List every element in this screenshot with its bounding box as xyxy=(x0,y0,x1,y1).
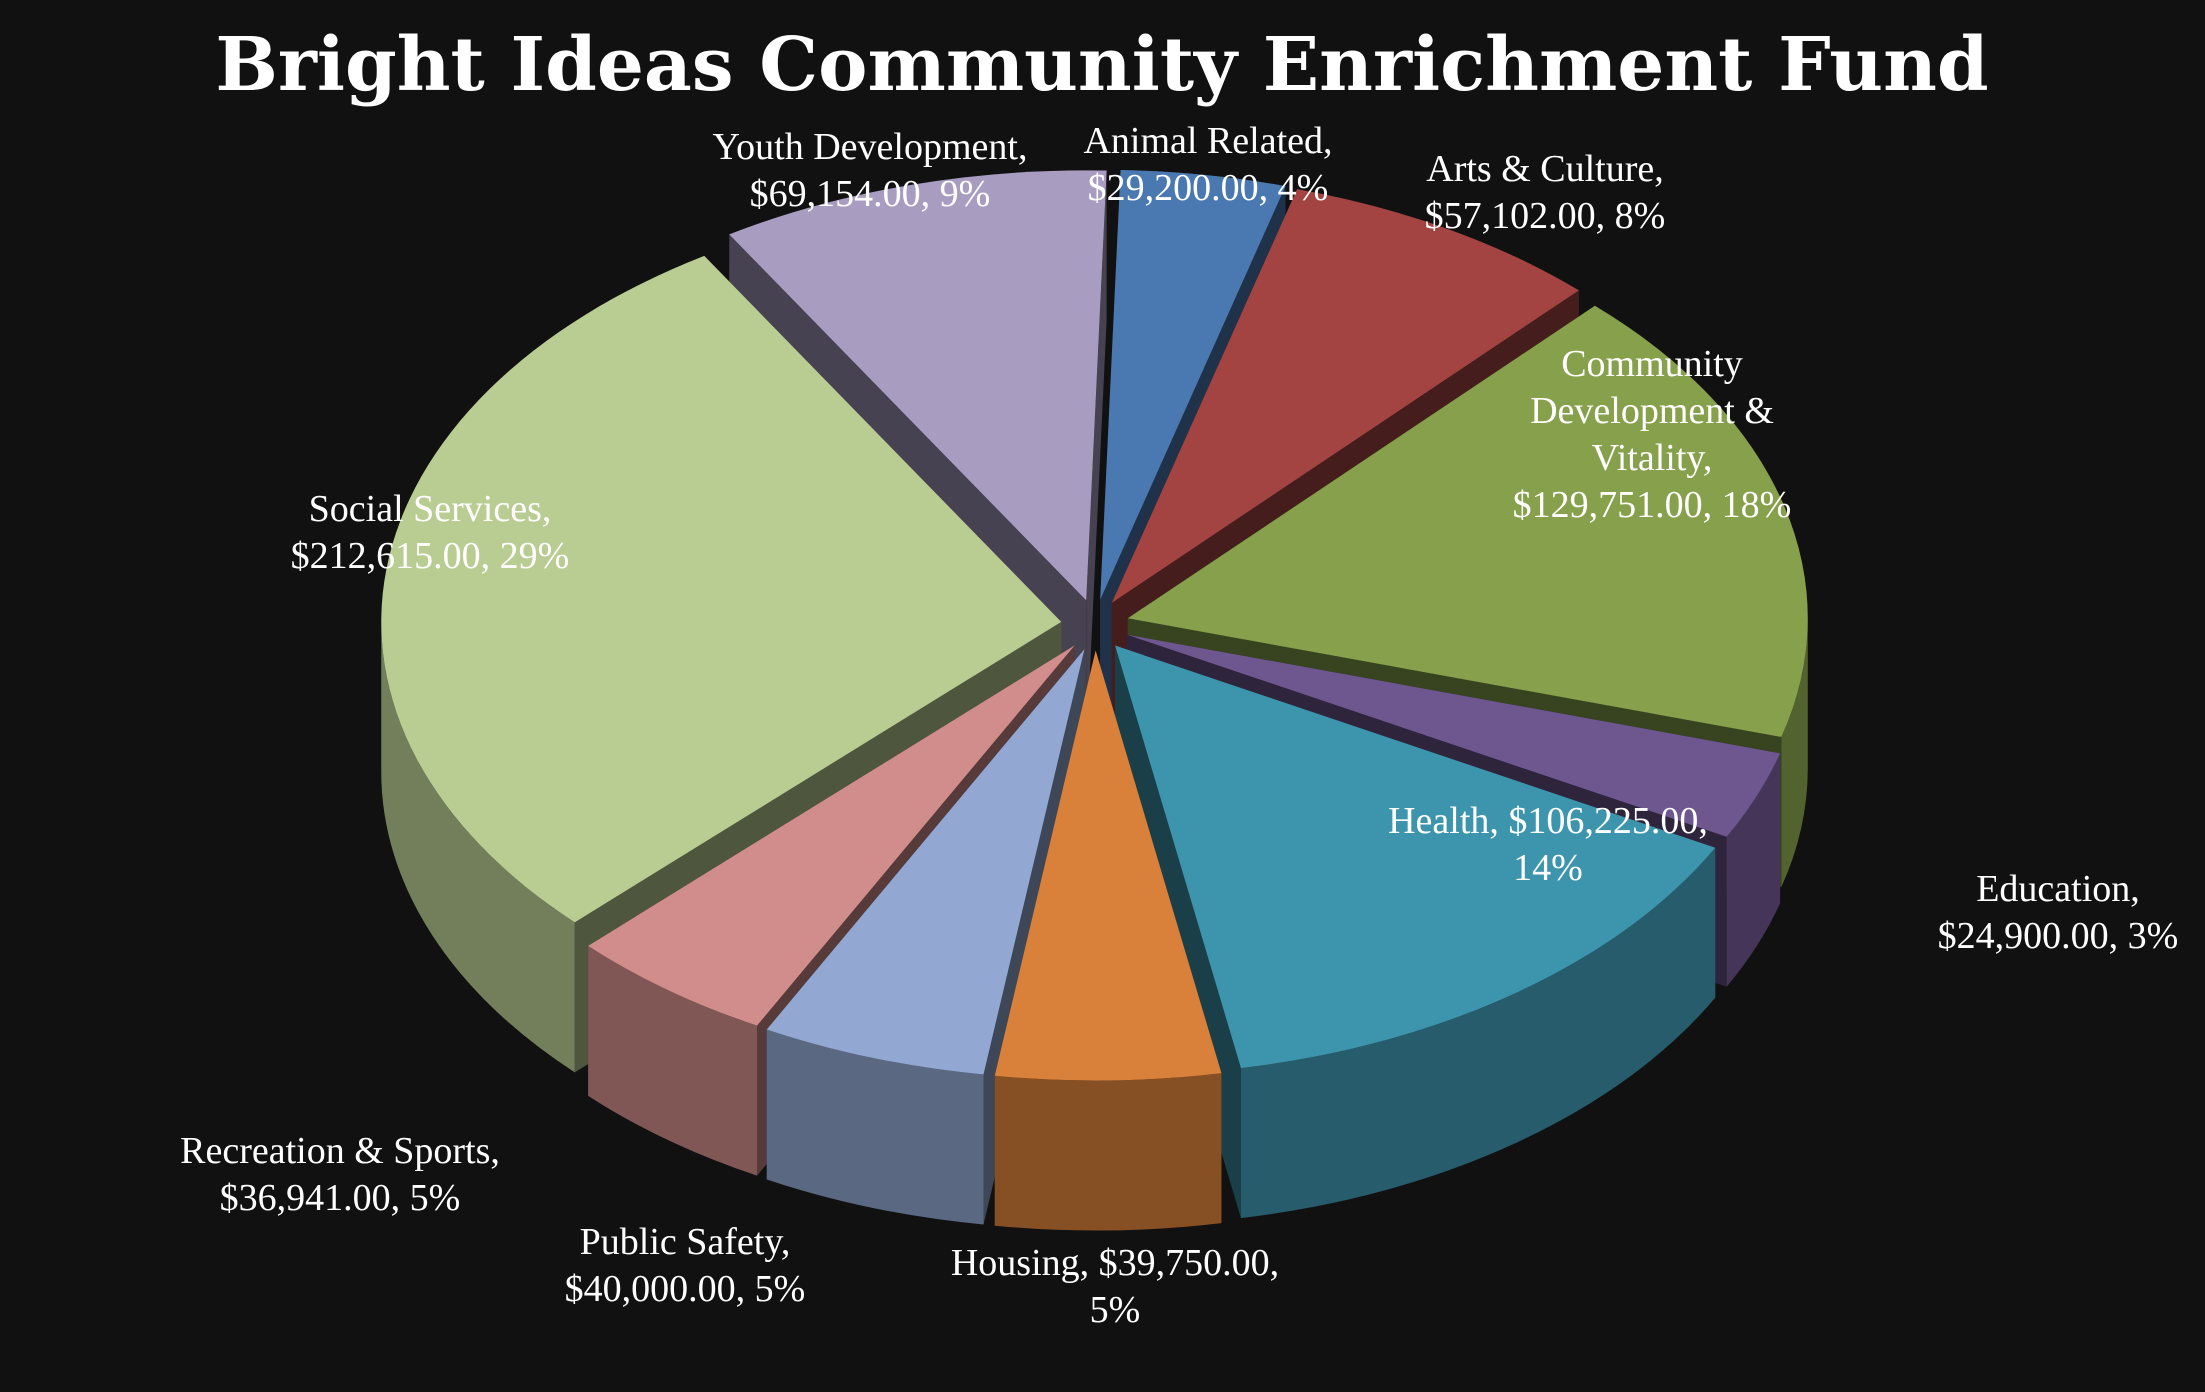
data-label-public-safety: Public Safety, $40,000.00, 5% xyxy=(565,1221,806,1310)
data-label-line: Social Services, xyxy=(309,488,552,530)
slice-top xyxy=(766,649,1085,1075)
slice-outer-wall xyxy=(766,1029,984,1225)
data-label-line: Health, $106,225.00, xyxy=(1388,800,1708,842)
data-label-line: $36,941.00, 5% xyxy=(220,1177,461,1219)
slice-top xyxy=(1127,305,1808,738)
data-label-health: Health, $106,225.00, 14% xyxy=(1388,800,1708,889)
slice-top xyxy=(1100,169,1286,600)
data-label-line: Youth Development, xyxy=(713,126,1028,168)
chart-title: Bright Ideas Community Enrichment Fund xyxy=(215,22,1988,108)
data-label-line: Public Safety, xyxy=(580,1221,791,1263)
data-label-arts-and-culture: Arts & Culture, $57,102.00, 8% xyxy=(1425,148,1666,237)
slice-top xyxy=(1115,645,1716,1069)
slice-outer-wall xyxy=(1240,847,1716,1219)
data-label-line: Recreation & Sports, xyxy=(180,1130,500,1172)
slice-outer-wall xyxy=(1726,753,1781,987)
data-label-line: Housing, $39,750.00, xyxy=(951,1242,1279,1284)
data-label-line: $24,900.00, 3% xyxy=(1938,915,2179,957)
data-label-line: $29,200.00, 4% xyxy=(1088,167,1329,209)
pie-slice-public-safety xyxy=(766,649,1085,1225)
pie-slices xyxy=(381,169,1808,1231)
data-label-social-services: Social Services, $212,615.00, 29% xyxy=(291,488,570,577)
data-label-line: Development & xyxy=(1530,390,1774,432)
data-label-line: Community xyxy=(1561,343,1743,385)
slice-top xyxy=(1111,189,1579,603)
data-label-line: Education, xyxy=(1976,868,2140,910)
slice-outer-wall xyxy=(588,945,758,1176)
slice-outer-wall xyxy=(994,1073,1222,1231)
data-label-line: $57,102.00, 8% xyxy=(1425,195,1666,237)
pie-slice-housing xyxy=(994,650,1222,1231)
data-label-line: $69,154.00, 9% xyxy=(750,173,991,215)
data-label-line: Animal Related, xyxy=(1083,120,1332,162)
slice-top xyxy=(1126,634,1781,837)
slice-labels: Animal Related, $29,200.00, 4% Arts & Cult… xyxy=(180,120,2178,1331)
data-label-line: 14% xyxy=(1513,847,1583,889)
data-label-line: Vitality, xyxy=(1592,437,1713,479)
data-label-line: 5% xyxy=(1090,1289,1141,1331)
data-label-line: Arts & Culture, xyxy=(1426,148,1663,190)
data-label-line: $129,751.00, 18% xyxy=(1513,484,1792,526)
slice-outer-wall xyxy=(1781,618,1808,888)
slice-wall xyxy=(1086,170,1107,751)
data-label-community-development-and-vitality: Community Development & Vitality, $129,751.… xyxy=(1513,343,1792,526)
slice-top xyxy=(381,255,1062,923)
data-label-line: $212,615.00, 29% xyxy=(291,535,570,577)
slice-top xyxy=(994,650,1222,1081)
data-label-housing: Housing, $39,750.00, 5% xyxy=(951,1242,1279,1331)
slice-top xyxy=(729,170,1107,601)
data-label-recreation-and-sports: Recreation & Sports, $36,941.00, 5% xyxy=(180,1130,500,1219)
data-label-animal-related: Animal Related, $29,200.00, 4% xyxy=(1083,120,1332,209)
slice-top xyxy=(588,645,1075,1026)
data-label-education: Education, $24,900.00, 3% xyxy=(1938,868,2179,957)
data-label-line: $40,000.00, 5% xyxy=(565,1268,806,1310)
slice-outer-wall xyxy=(381,621,575,1073)
data-label-youth-development: Youth Development, $69,154.00, 9% xyxy=(713,126,1028,215)
